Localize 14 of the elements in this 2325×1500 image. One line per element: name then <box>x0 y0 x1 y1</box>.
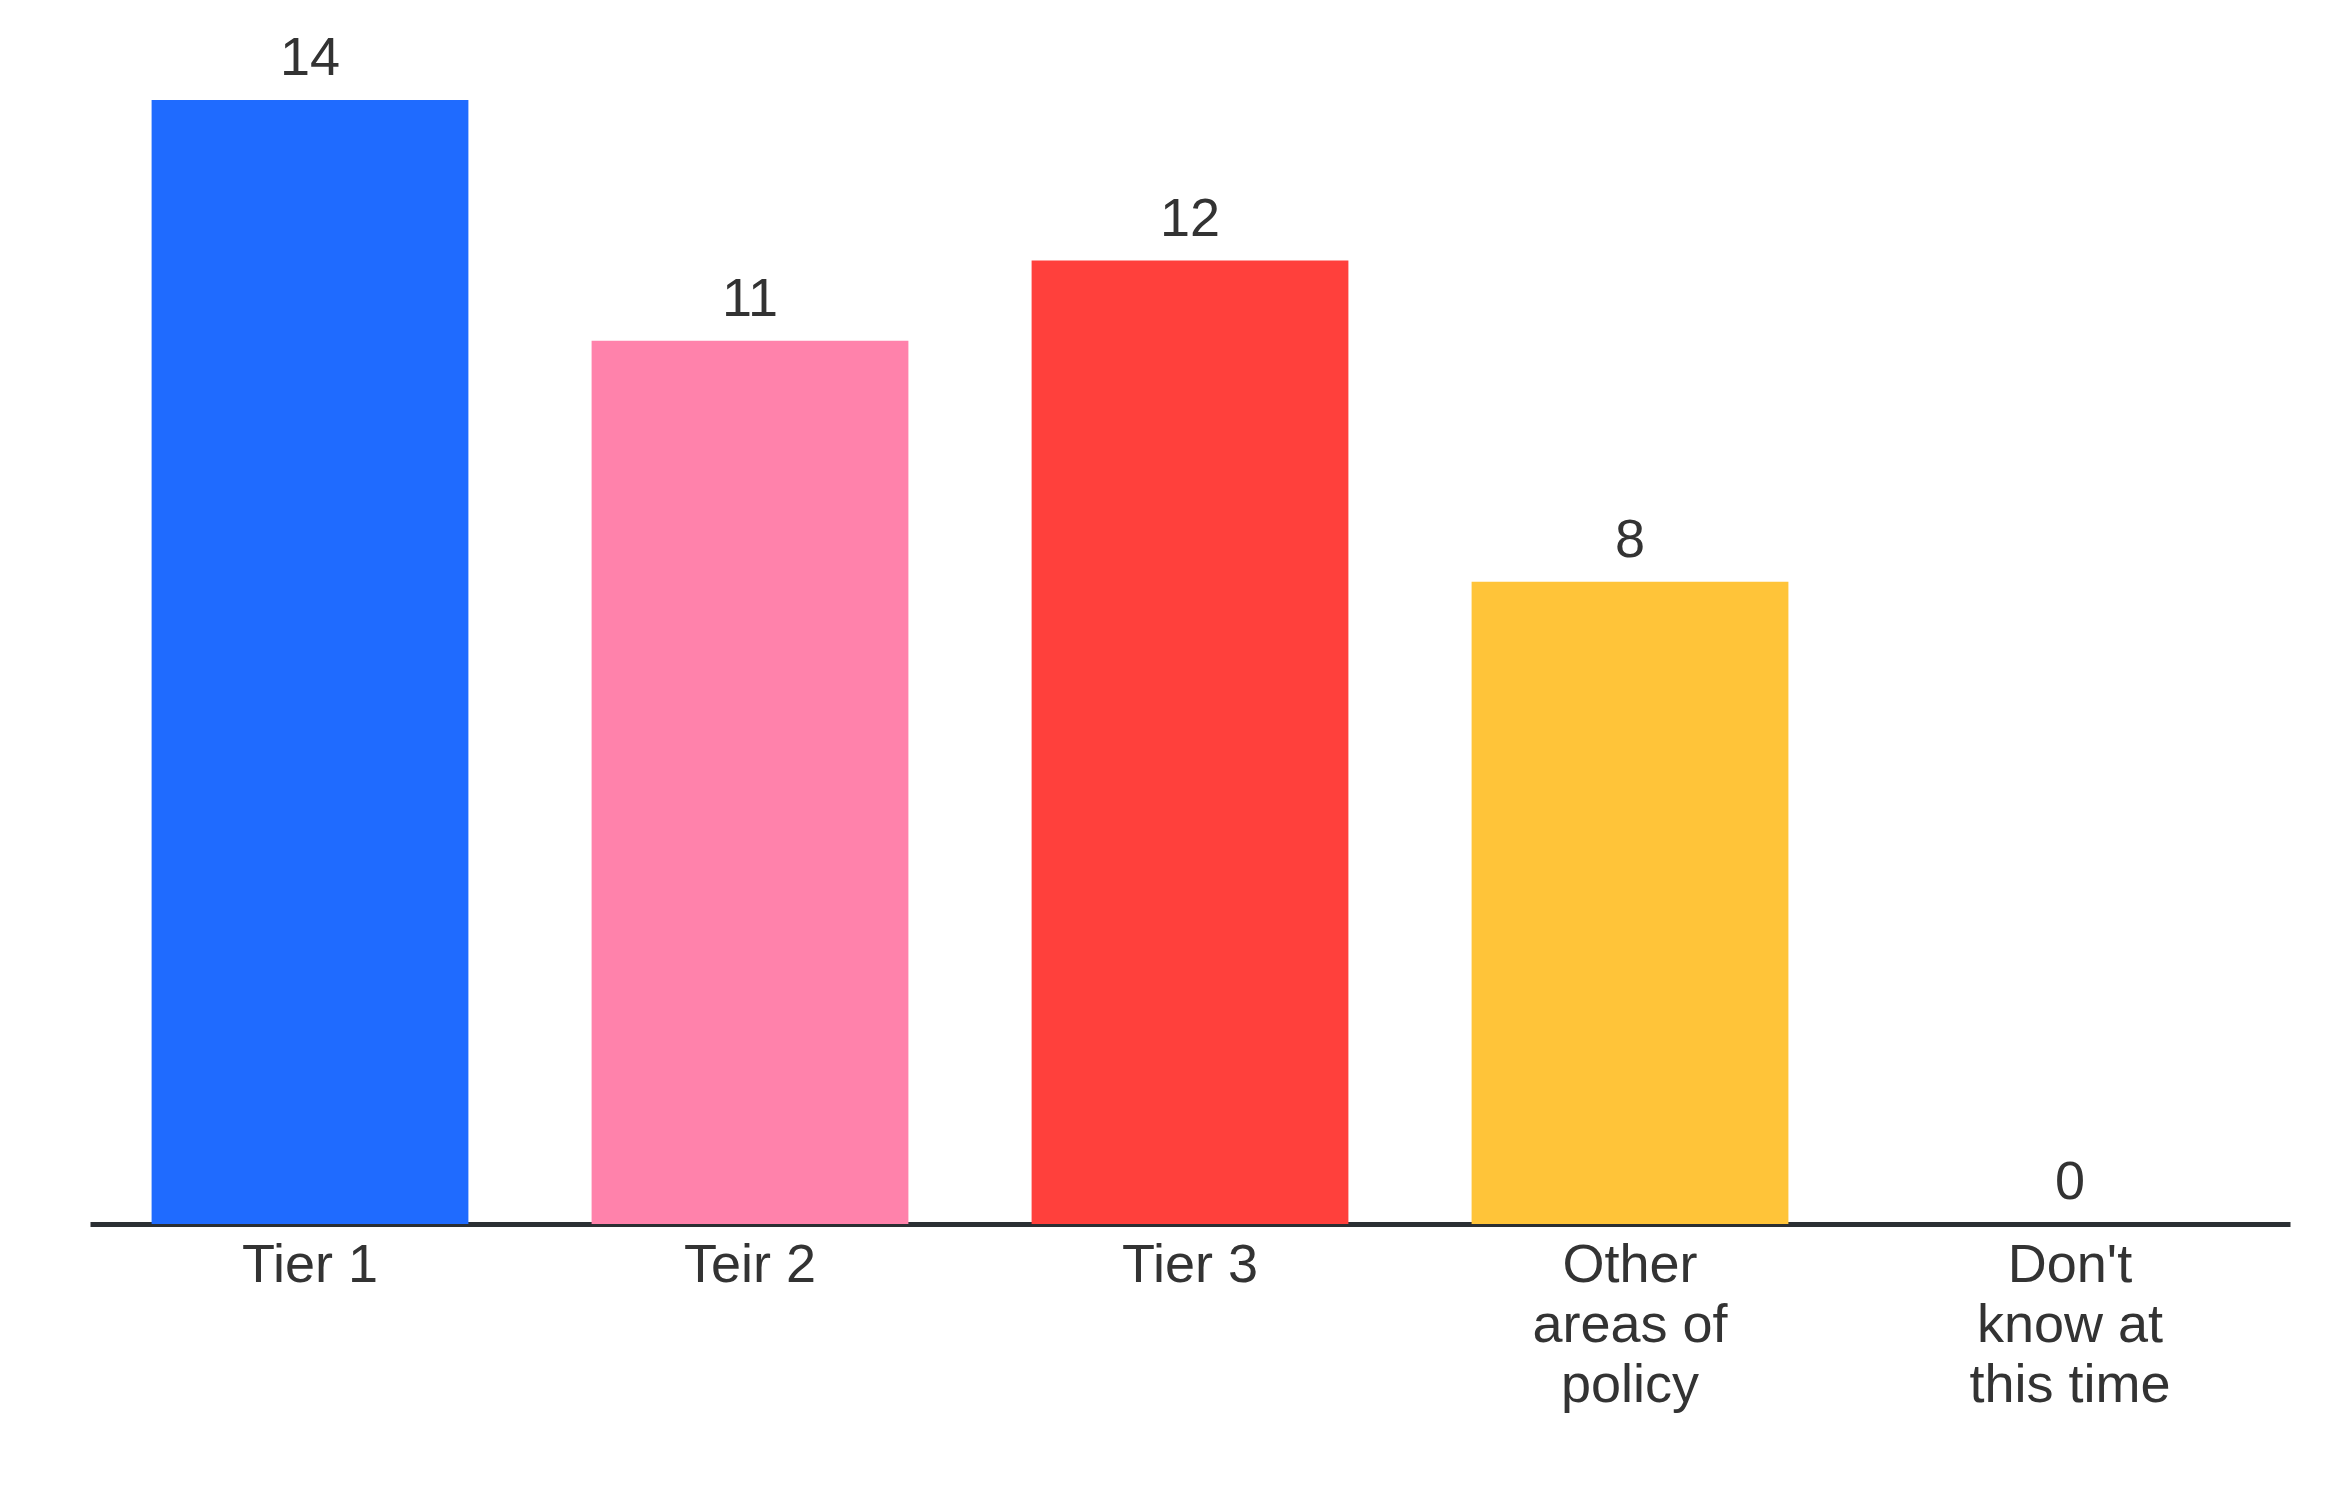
data-label: 8 <box>1614 507 1646 568</box>
data-label: 0 <box>2054 1150 2086 1210</box>
bar <box>591 340 909 1224</box>
data-label: 14 <box>279 26 341 86</box>
data-label: 12 <box>1159 186 1221 247</box>
x-tick-label: Tier 3 <box>1121 1232 1259 1293</box>
bar <box>1471 581 1789 1224</box>
x-tick-label: Tier 1 <box>241 1232 379 1293</box>
x-tick-label: Other areas of policy <box>1532 1232 1729 1413</box>
bar <box>151 100 469 1224</box>
x-tick-label: Teir 2 <box>683 1232 817 1293</box>
data-label: 11 <box>721 266 779 327</box>
bar <box>1031 260 1349 1224</box>
x-tick-label: Don't know at this time <box>1969 1232 2171 1413</box>
